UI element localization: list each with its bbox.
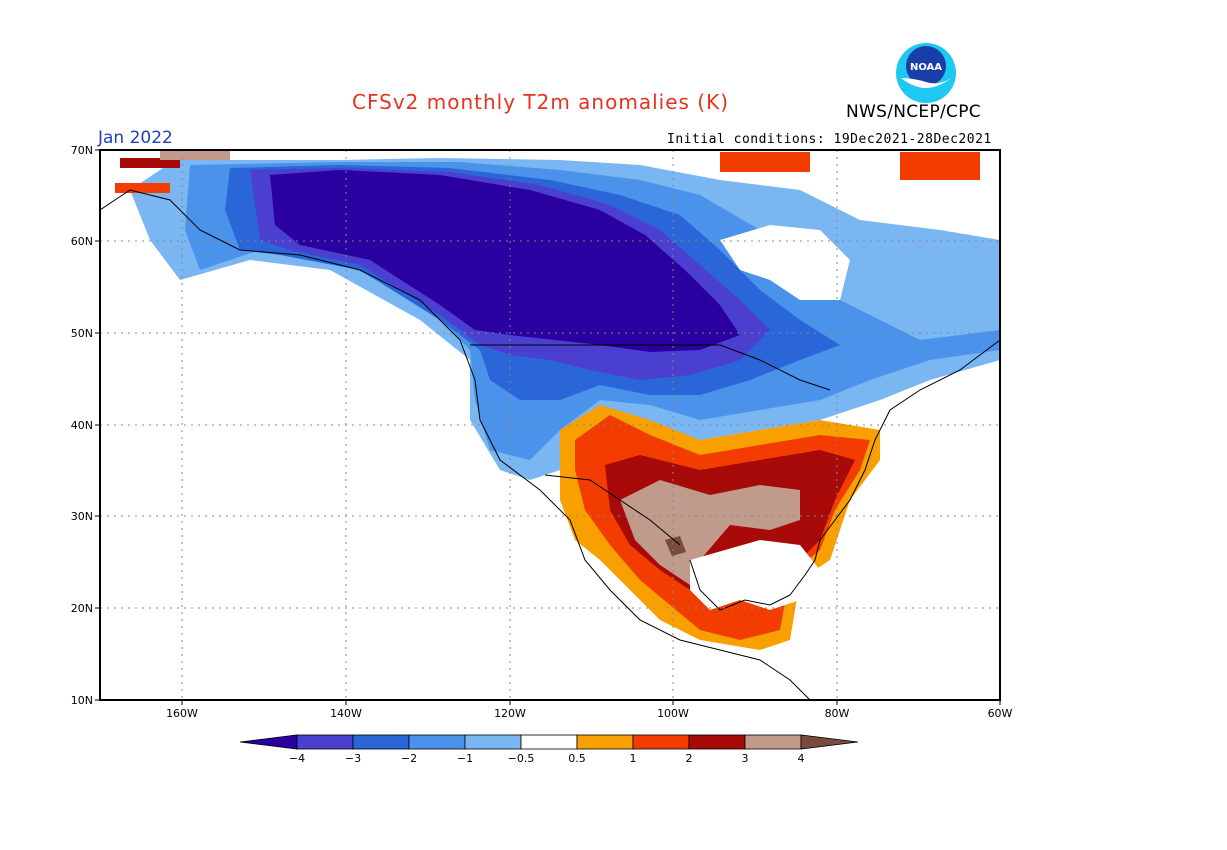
us-mexico-border — [544, 474, 681, 546]
forecast-month: Jan 2022 — [98, 128, 173, 148]
map-title: CFSv2 monthly T2m anomalies (K) — [352, 90, 729, 114]
colorbar-arrow-high — [800, 734, 859, 750]
anomaly-fields — [115, 150, 1000, 650]
anomaly-region-minus4 — [270, 170, 740, 352]
lat-label: 60N — [71, 235, 93, 248]
arctic-warm-patch-1 — [720, 152, 810, 172]
colorbar-swatch — [352, 734, 410, 750]
colorbar-swatch — [464, 734, 522, 750]
colorbar-label: 4 — [798, 752, 805, 765]
arctic-warm-patch-4 — [115, 183, 170, 193]
lon-label: 100W — [657, 707, 689, 720]
arctic-warm-patch-5 — [160, 150, 230, 160]
initial-conditions: Initial conditions: 19Dec2021-28Dec2021 — [667, 132, 992, 147]
lat-label: 50N — [71, 327, 93, 340]
axis-ticks — [95, 149, 1001, 705]
colorbar-swatch — [688, 734, 746, 750]
arctic-warm-patch-3 — [120, 158, 180, 168]
colorbar-label: −2 — [401, 752, 417, 765]
noaa-logo: NOAA — [896, 43, 956, 103]
lat-label: 40N — [71, 419, 93, 432]
lat-label: 30N — [71, 510, 93, 523]
gulf-coastline — [689, 339, 1000, 611]
colorbar-label: 3 — [742, 752, 749, 765]
colorbar-swatch — [576, 734, 634, 750]
coastlines — [100, 189, 1000, 700]
logo-text: NOAA — [910, 62, 942, 73]
colorbar-label: 1 — [630, 752, 637, 765]
colorbar-label: −0.5 — [508, 752, 535, 765]
anomaly-region-plus3 — [620, 480, 800, 585]
us-canada-border — [470, 344, 831, 391]
lat-label: 10N — [71, 694, 93, 707]
lon-label: 120W — [494, 707, 526, 720]
lat-label: 20N — [71, 602, 93, 615]
colorbar-label: −1 — [457, 752, 473, 765]
lon-label: 60W — [988, 707, 1013, 720]
anomaly-region-plus4 — [665, 536, 686, 556]
agency-label: NWS/NCEP/CPC — [846, 102, 981, 122]
hudson-bay — [720, 225, 850, 300]
colorbar-swatch — [520, 734, 578, 750]
colorbar-label: −4 — [289, 752, 305, 765]
colorbar-swatch — [408, 734, 466, 750]
west-coastline — [100, 189, 811, 700]
colorbar-arrow-low — [239, 734, 298, 750]
lon-label: 160W — [166, 707, 198, 720]
colorbar-label: −3 — [345, 752, 361, 765]
graticule — [100, 150, 1000, 700]
colorbar-label: 0.5 — [568, 752, 586, 765]
colorbar-label: 2 — [686, 752, 693, 765]
lon-label: 80W — [825, 707, 850, 720]
arctic-warm-patch-2 — [900, 152, 980, 180]
gulf-of-mexico — [690, 540, 820, 610]
colorbar-swatch — [296, 734, 354, 750]
lat-label: 70N — [71, 144, 93, 157]
colorbar: −4 −3 −2 −1 −0.5 0.5 1 2 3 4 — [239, 734, 859, 765]
colorbar-swatch — [632, 734, 690, 750]
colorbar-swatch — [744, 734, 802, 750]
lon-label: 140W — [330, 707, 362, 720]
